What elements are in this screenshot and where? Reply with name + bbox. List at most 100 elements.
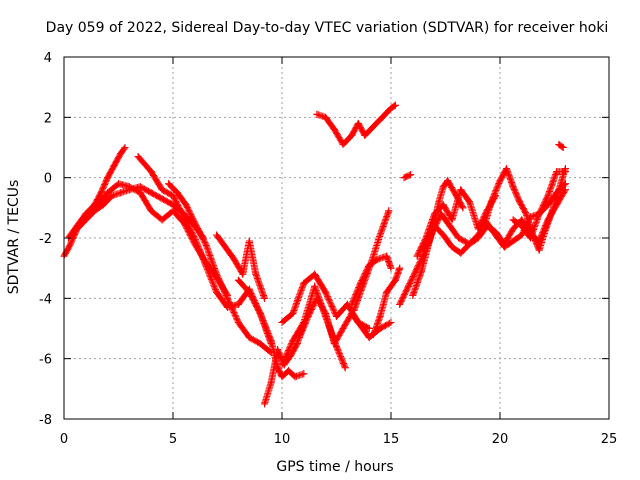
point-arc-7-2 — [256, 309, 264, 317]
point-arc-9-1 — [289, 309, 297, 317]
point-arc-1-10 — [147, 189, 155, 197]
point-arc-16-1 — [407, 171, 415, 179]
point-arc-5-1 — [173, 189, 181, 197]
point-arc-20-0 — [413, 252, 421, 260]
point-arc-22-1 — [518, 222, 526, 230]
point-arc-8-1 — [267, 379, 275, 387]
point-arc-14-0 — [350, 306, 358, 314]
point-arc-3-5 — [147, 207, 155, 215]
x-tick-label-25: 25 — [601, 432, 618, 447]
point-arc-9-5 — [333, 312, 340, 320]
data-points — [60, 101, 569, 408]
point-arc-12-10 — [391, 101, 399, 109]
point-arc-6-1 — [221, 243, 229, 251]
point-arc-5-0 — [165, 180, 173, 188]
point-arc-5-8 — [245, 334, 253, 342]
point-arc-5-6 — [224, 294, 231, 302]
point-arc-6-0 — [213, 231, 221, 239]
point-arc-23-1 — [559, 144, 567, 151]
point-arc-4-1 — [147, 168, 155, 176]
point-arc-20-1 — [422, 234, 430, 242]
y-axis-label: SDTVAR / TECUs — [6, 180, 22, 295]
point-arc-3-6 — [158, 216, 166, 224]
point-arc-9-3 — [311, 270, 319, 278]
point-arc-6-5 — [252, 270, 260, 278]
point-arc-14-4 — [385, 207, 393, 215]
point-arc-19-4 — [455, 234, 463, 242]
point-arc-9-8 — [365, 325, 373, 332]
series-arc-22 — [509, 168, 569, 242]
point-arc-3-2 — [115, 180, 122, 188]
point-arc-18-4 — [439, 183, 447, 191]
series-arc-6 — [213, 231, 269, 302]
point-arc-17-5 — [439, 231, 447, 239]
point-arc-3-1 — [104, 189, 112, 197]
y-tick-label-2: 2 — [44, 111, 52, 126]
point-arc-8-2 — [274, 346, 282, 354]
point-arc-22-5 — [553, 168, 561, 176]
point-arc-2-5 — [104, 174, 112, 182]
x-tick-label-0: 0 — [60, 432, 68, 447]
point-arc-21-6 — [522, 210, 530, 218]
point-arc-4-4 — [180, 213, 188, 221]
point-arc-21-9 — [542, 225, 550, 233]
point-arc-19-5 — [465, 240, 473, 248]
point-arc-12-4 — [348, 131, 356, 139]
series-arc-20 — [413, 186, 500, 260]
point-arc-14-2 — [367, 258, 375, 266]
point-arc-3-3 — [125, 183, 133, 191]
point-arc-14-3 — [376, 231, 384, 239]
point-arc-20-6 — [465, 198, 473, 206]
point-arc-23-0 — [555, 140, 563, 148]
point-arc-5-4 — [202, 240, 210, 248]
point-arc-13-5 — [387, 264, 395, 272]
point-arc-4-7 — [213, 288, 221, 296]
point-arc-20-2 — [431, 210, 439, 218]
point-arc-19-11 — [518, 231, 526, 239]
point-arc-7-6 — [285, 367, 293, 375]
point-arc-2-4 — [97, 189, 105, 197]
point-arc-2-8 — [121, 144, 129, 151]
point-arc-11-10 — [387, 318, 395, 326]
series-arc-5 — [165, 180, 275, 357]
point-arc-2-7 — [117, 150, 125, 158]
point-arc-4-0 — [134, 153, 142, 161]
point-arc-15-2 — [383, 288, 391, 296]
point-arc-1-9 — [136, 183, 144, 191]
point-arc-11-8 — [365, 334, 373, 342]
point-arc-2-6 — [110, 162, 118, 170]
series-arc-16 — [400, 171, 415, 182]
point-arc-7-5 — [278, 373, 286, 381]
point-arc-8-0 — [261, 400, 269, 408]
point-arc-18-7 — [459, 204, 467, 212]
point-arc-1-11 — [158, 195, 166, 203]
point-arc-8-4 — [287, 352, 295, 360]
point-arc-22-0 — [509, 216, 517, 224]
point-arc-19-8 — [492, 231, 500, 239]
point-arc-19-6 — [474, 231, 482, 239]
point-arc-15-3 — [391, 276, 399, 284]
point-arc-21-10 — [548, 207, 556, 215]
point-arc-18-3 — [435, 198, 443, 206]
point-arc-5-3 — [191, 219, 199, 227]
point-arc-11-7 — [356, 321, 364, 329]
point-arc-17-0 — [396, 300, 404, 308]
point-arc-11-1 — [304, 312, 312, 320]
point-arc-11-5 — [339, 325, 347, 332]
point-arc-4-3 — [169, 192, 177, 200]
point-arc-21-2 — [496, 177, 504, 185]
point-arc-19-10 — [509, 237, 517, 245]
point-arc-22-6 — [561, 168, 569, 176]
point-arc-7-8 — [300, 370, 308, 378]
point-arc-17-13 — [509, 225, 517, 233]
point-arc-5-7 — [234, 318, 242, 326]
point-arc-3-0 — [93, 204, 101, 212]
point-arc-17-1 — [404, 282, 412, 290]
x-axis-label: GPS time / hours — [276, 459, 393, 475]
series-arc-15 — [370, 264, 404, 339]
y-tick-label-0: 0 — [44, 172, 52, 187]
point-arc-9-0 — [278, 318, 286, 326]
point-arc-11-0 — [295, 334, 303, 342]
point-arc-4-6 — [202, 261, 210, 269]
